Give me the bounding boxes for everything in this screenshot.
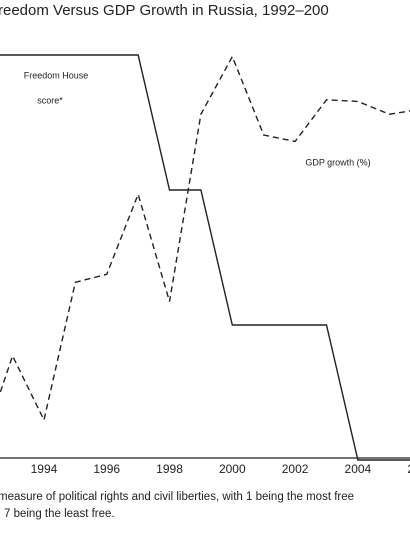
annotation: score* — [37, 95, 63, 105]
footnote: 7 being the least free. — [4, 508, 115, 520]
footnote: measure of political rights and civil li… — [0, 491, 354, 503]
annotation: GDP growth (%) — [305, 157, 370, 167]
x-tick-label: 2004 — [345, 462, 372, 476]
x-tick-label: 2002 — [282, 462, 309, 476]
chart-title: reedom Versus GDP Growth in Russia, 1992… — [0, 2, 329, 19]
x-tick-label: 1994 — [31, 462, 58, 476]
series-line — [0, 54, 410, 423]
series-line — [0, 54, 410, 461]
x-tick-label: 1998 — [156, 462, 183, 476]
x-tick-label: 2006 — [407, 462, 410, 476]
x-tick-label: 2000 — [219, 462, 246, 476]
x-tick-label: 1996 — [93, 462, 120, 476]
annotation: Freedom House — [24, 70, 89, 80]
